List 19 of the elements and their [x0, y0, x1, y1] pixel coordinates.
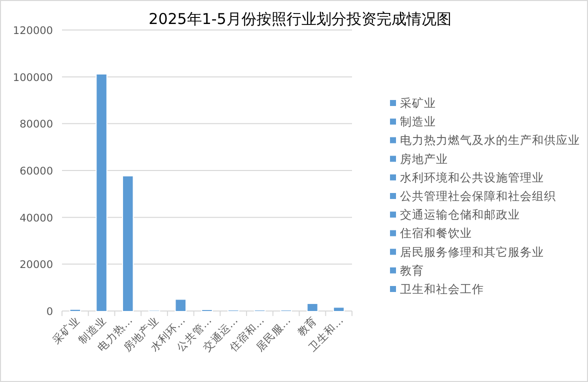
legend-label: 采矿业	[400, 96, 436, 110]
y-tick-label: 120000	[12, 25, 53, 37]
y-tick-label: 40000	[20, 212, 53, 224]
legend-label: 水利环境和公共设施管理业	[400, 170, 544, 184]
legend-label: 教育	[400, 263, 424, 278]
legend-label: 公共管理社会保障和社会组织	[400, 189, 556, 203]
y-tick-label: 80000	[20, 118, 53, 131]
y-tick-label: 60000	[20, 166, 53, 178]
legend-label: 居民服务修理和其它服务业	[400, 244, 544, 259]
legend-label: 制造业	[400, 114, 436, 129]
legend-label: 卫生和社会工作	[400, 282, 484, 296]
y-tick-label: 0	[46, 306, 53, 318]
legend-label: 交通运输仓储和邮政业	[400, 208, 520, 222]
legend-label: 住宿和餐饮业	[399, 226, 472, 240]
legend-label: 房地产业	[400, 152, 448, 166]
chart-title: 2025年1-5月份按照行业划分投资完成情况图	[148, 10, 452, 28]
y-tick-label: 20000	[20, 259, 53, 272]
legend-label: 电力热力燃气及水的生产和供应业	[400, 133, 580, 148]
y-tick-label: 100000	[12, 72, 53, 84]
